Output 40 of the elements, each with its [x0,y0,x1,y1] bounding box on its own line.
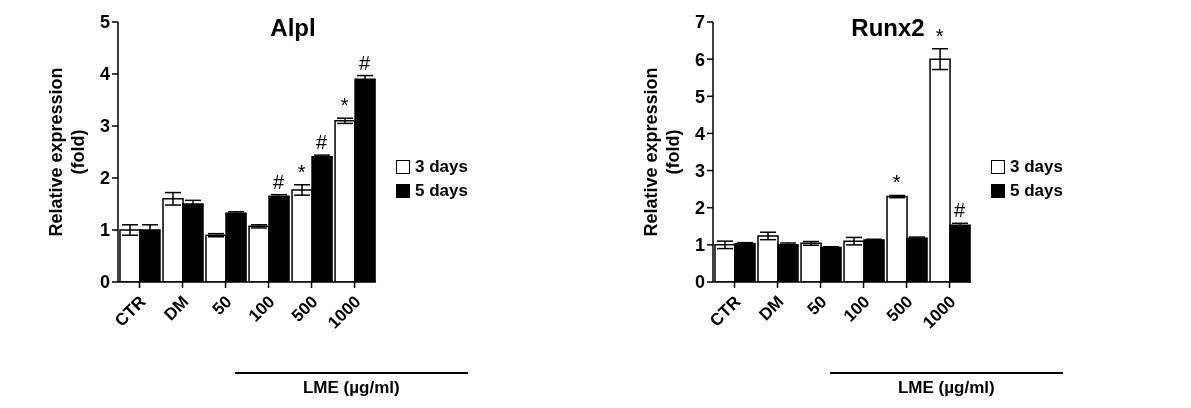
annotation: * [892,171,901,194]
y-tick-label: 0 [99,272,110,293]
y-tick-label: 4 [694,123,705,144]
y-tick-label: 7 [694,12,705,33]
x-tick-label: 50 [208,292,236,319]
y-tick-label: 5 [694,86,705,107]
legend-label: 5 days [1010,181,1063,201]
chart-title: Alpl [269,14,317,42]
annotation: # [272,170,285,193]
x-tick-label: 100 [839,292,874,326]
y-tick-label: 5 [99,12,110,33]
y-tick-label: 2 [99,168,110,189]
y-tick-label: 0 [694,272,705,293]
x-tick-label: DM [755,292,788,325]
x-tick-label: 50 [803,292,831,319]
annotation: * [340,94,349,117]
y-tick-label: 3 [694,160,705,181]
legend-label: 3 days [415,157,468,177]
legend-label: 5 days [415,181,468,201]
y-axis-title: Relative expression (fold) [641,67,683,237]
annotation: * [297,160,306,183]
chart-title: Runx2 [851,14,925,41]
legend-label: 3 days [1010,157,1063,177]
y-tick-label: 1 [694,235,705,256]
annotation: # [315,131,328,154]
x-tick-label: 100 [244,292,279,326]
text: LME (µg/ml) [302,378,401,398]
y-tick-label: 3 [99,116,110,137]
text: LME (µg/ml) [897,378,996,398]
x-tick-label: DM [160,292,193,325]
y-tick-label: 2 [694,198,705,219]
annotation: * [935,24,944,47]
annotation: # [358,51,371,74]
x-tick-label: 500 [882,292,917,326]
y-axis-title: Relative expression (fold) [46,67,88,237]
y-tick-label: 6 [694,49,705,70]
x-tick-label: 500 [287,292,322,326]
y-tick-label: 1 [99,220,110,241]
y-tick-label: 4 [99,64,110,85]
annotation: # [953,199,966,222]
